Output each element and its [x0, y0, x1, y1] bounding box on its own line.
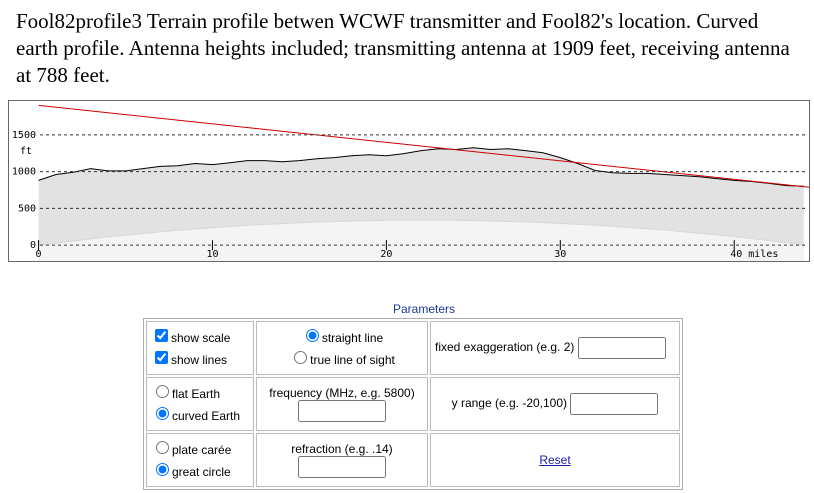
- label: great circle: [172, 465, 231, 479]
- option[interactable]: show scale: [151, 326, 249, 348]
- line: [38, 219, 804, 246]
- line: [38, 147, 804, 187]
- y-tick-label: 0: [30, 240, 36, 251]
- y-tick-label: 1000: [12, 167, 36, 178]
- checkbox[interactable]: [155, 351, 168, 364]
- x-tick-label: 30: [554, 249, 566, 260]
- option[interactable]: curved Earth: [151, 404, 249, 426]
- label: plate carée: [172, 443, 232, 457]
- radio[interactable]: [156, 441, 169, 454]
- line: [38, 104, 810, 188]
- page-title: Fool82profile3 Terrain profile betwen WC…: [16, 9, 790, 87]
- label: fixed exaggeration (e.g. 2): [435, 340, 575, 354]
- text-input[interactable]: [298, 456, 386, 478]
- x-tick-label: 10: [206, 249, 218, 260]
- y-axis-label: ft: [20, 146, 32, 157]
- option[interactable]: great circle: [151, 460, 249, 482]
- option[interactable]: flat Earth: [151, 382, 249, 404]
- label: show scale: [171, 331, 231, 345]
- radio[interactable]: [156, 407, 169, 420]
- chart: 0 500 1000 1500 ft 0 10 20 30 40 miles: [8, 100, 810, 262]
- area: [38, 220, 804, 261]
- label: y range (e.g. -20,100): [451, 396, 568, 410]
- option[interactable]: plate carée: [151, 438, 249, 460]
- reset-link[interactable]: Reset: [539, 453, 571, 467]
- x-tick-label: 40 miles: [730, 249, 778, 260]
- option[interactable]: true line of sight: [261, 348, 423, 370]
- x-tick-label: 0: [36, 249, 42, 260]
- y-tick-label: 1500: [12, 130, 36, 141]
- label: frequency (MHz, e.g. 5800): [269, 386, 415, 400]
- label: flat Earth: [172, 387, 221, 401]
- y-tick-label: 500: [18, 203, 36, 214]
- form-heading: Parameters: [392, 302, 456, 316]
- radio[interactable]: [156, 385, 169, 398]
- radio[interactable]: [294, 351, 308, 364]
- option[interactable]: show lines: [151, 348, 249, 370]
- text-input[interactable]: [577, 337, 666, 359]
- label: straight line: [321, 331, 384, 345]
- label: show lines: [171, 353, 228, 367]
- text-input[interactable]: [570, 393, 659, 415]
- label: true line of sight: [310, 353, 395, 367]
- option[interactable]: straight line: [261, 326, 423, 348]
- checkbox[interactable]: [155, 329, 168, 342]
- label: curved Earth: [172, 409, 241, 423]
- radio[interactable]: [156, 463, 169, 476]
- label: refraction (e.g. .14): [291, 442, 393, 456]
- radio[interactable]: [305, 329, 319, 342]
- parameters-form: show scale show lines straight line true l…: [143, 318, 683, 490]
- x-tick-label: 20: [380, 249, 392, 260]
- text-input[interactable]: [298, 400, 386, 422]
